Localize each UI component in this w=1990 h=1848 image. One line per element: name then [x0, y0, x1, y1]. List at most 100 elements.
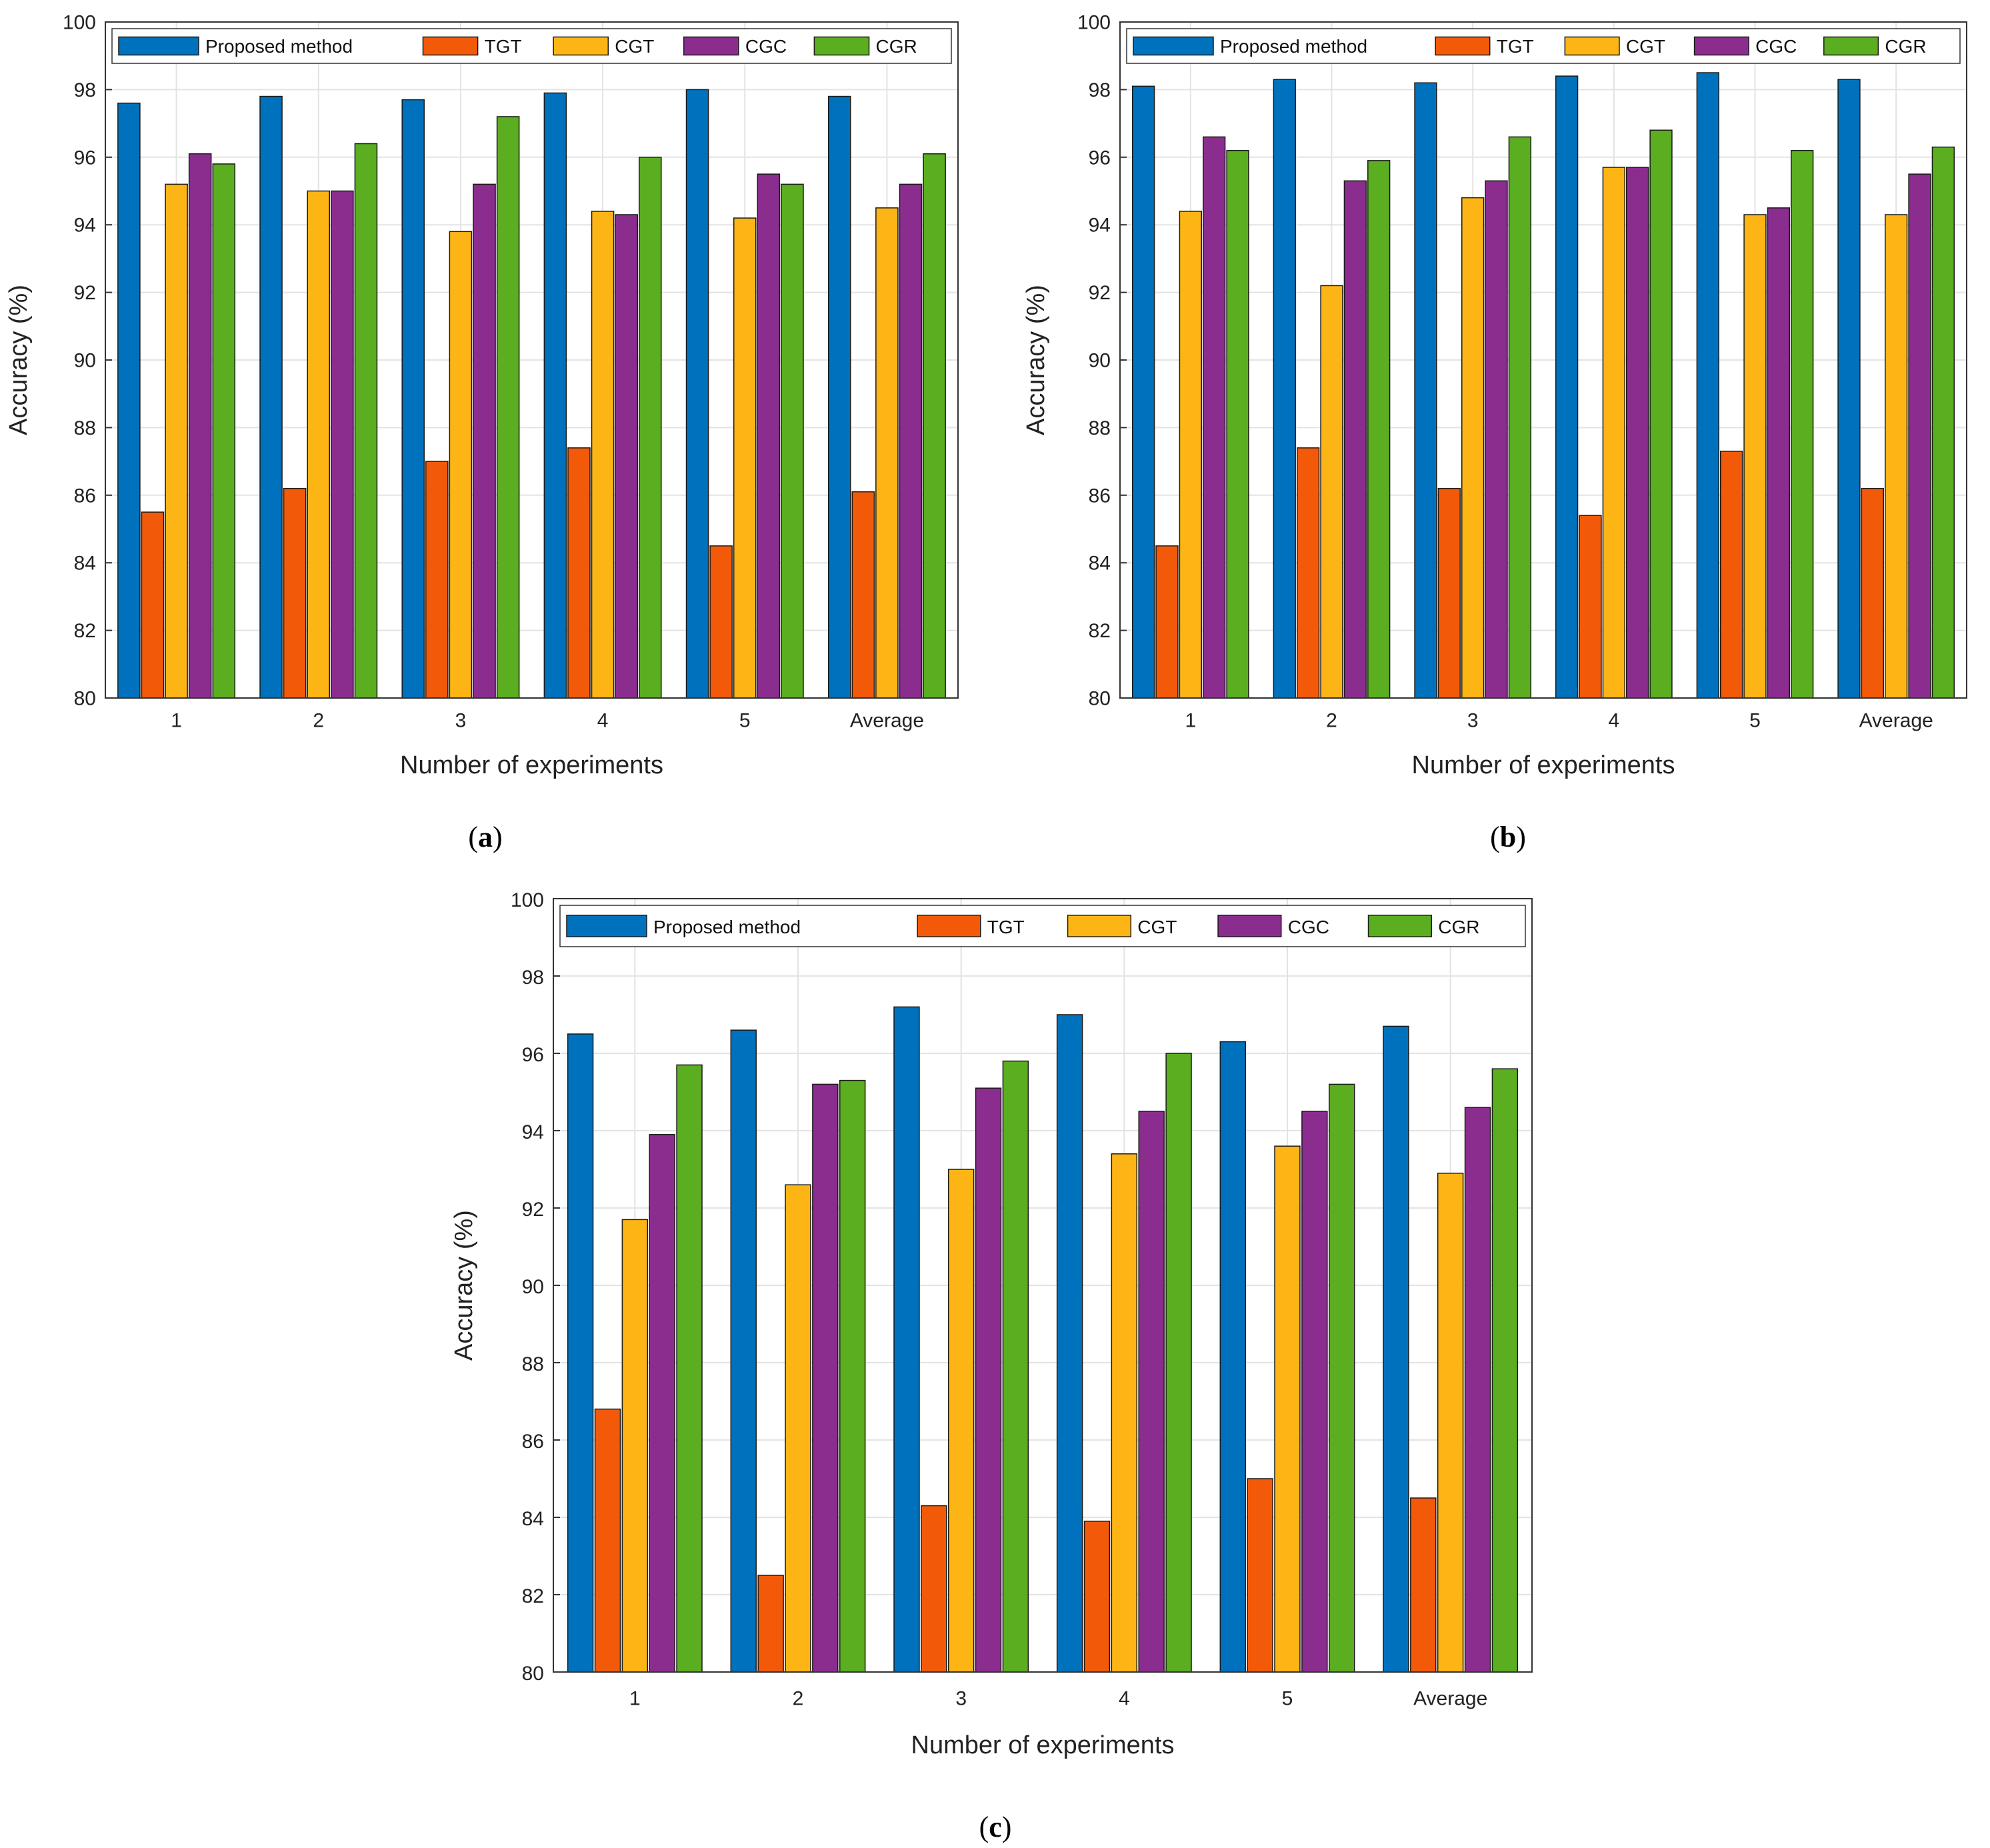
bar-cgr-4 — [639, 157, 662, 699]
y-tick-label: 98 — [1089, 79, 1111, 101]
bar-proposed-method-6 — [1837, 79, 1861, 699]
panel-label-c: (c) — [979, 1811, 1012, 1843]
x-tick-label: 3 — [455, 710, 467, 732]
legend-swatch — [1564, 36, 1620, 56]
y-tick-label: 94 — [522, 1121, 544, 1143]
axes-frame — [553, 898, 1533, 1673]
x-tick-label: 4 — [597, 710, 609, 732]
bar-proposed-method-1 — [1131, 85, 1155, 699]
y-tick-label: 96 — [74, 147, 96, 169]
y-tick-label: 88 — [522, 1353, 544, 1375]
y-tick-label: 90 — [1089, 350, 1111, 372]
bar-cgc-6 — [1464, 1107, 1491, 1673]
bar-cgt-3 — [947, 1169, 975, 1673]
bar-cgt-2 — [785, 1184, 811, 1673]
legend-swatch — [1133, 36, 1214, 56]
bar-tgt-6 — [1861, 487, 1884, 699]
bar-tgt-2 — [1296, 447, 1320, 699]
y-tick-label: 86 — [522, 1431, 544, 1453]
bar-cgr-6 — [1491, 1068, 1519, 1673]
bar-cgr-3 — [1002, 1060, 1029, 1673]
legend-swatch — [1823, 36, 1879, 56]
bar-cgt-3 — [1461, 197, 1485, 699]
bar-cgt-2 — [1320, 285, 1343, 699]
bar-proposed-method-2 — [259, 95, 283, 699]
x-tick-label: 5 — [739, 710, 751, 732]
y-tick-label: 100 — [1077, 12, 1111, 34]
legend-swatch — [917, 915, 981, 937]
y-axis-title: Accuracy (%) — [450, 1210, 478, 1361]
legend-label: CGC — [1755, 36, 1797, 57]
y-tick-label: 90 — [74, 350, 96, 372]
y-tick-label: 92 — [522, 1199, 544, 1221]
bar-proposed-method-3 — [893, 1006, 920, 1673]
bar-cgc-1 — [1203, 136, 1226, 699]
bar-proposed-method-4 — [1056, 1014, 1083, 1673]
bar-cgc-2 — [812, 1083, 839, 1673]
bar-proposed-method-5 — [1696, 72, 1719, 699]
bar-cgt-4 — [1111, 1153, 1138, 1673]
bar-cgc-4 — [615, 214, 638, 699]
bar-cgr-2 — [839, 1079, 866, 1673]
y-tick-label: 82 — [1089, 620, 1111, 642]
y-tick-label: 94 — [74, 215, 96, 237]
bar-cgr-5 — [781, 183, 804, 699]
legend-label: TGT — [987, 917, 1025, 937]
bar-proposed-method-3 — [401, 99, 425, 699]
bar-cgt-1 — [165, 183, 188, 699]
bar-cgr-2 — [1367, 160, 1391, 699]
x-tick-label: 1 — [629, 1687, 641, 1709]
bar-tgt-3 — [425, 461, 449, 699]
x-tick-label: 1 — [171, 710, 182, 732]
x-tick-label: 3 — [1467, 710, 1479, 732]
legend-swatch — [118, 36, 199, 56]
bar-cgr-6 — [923, 153, 946, 699]
y-tick-label: 92 — [1089, 282, 1111, 304]
y-tick-label: 100 — [63, 12, 96, 34]
legend-label: TGT — [485, 36, 522, 57]
bar-cgt-5 — [733, 217, 757, 699]
legend-label: Proposed method — [205, 36, 353, 57]
bar-cgc-4 — [1138, 1111, 1165, 1673]
bar-tgt-4 — [1083, 1521, 1111, 1673]
bar-proposed-method-6 — [827, 95, 851, 699]
y-tick-label: 86 — [1089, 485, 1111, 507]
bar-cgc-5 — [757, 173, 781, 699]
y-tick-label: 80 — [1089, 688, 1111, 710]
x-tick-label: Average — [1859, 710, 1933, 732]
bar-tgt-5 — [1247, 1478, 1273, 1673]
legend-label: CGC — [745, 36, 787, 57]
legend-label: CGR — [876, 36, 917, 57]
legend-swatch — [1217, 915, 1282, 937]
bar-cgr-3 — [1508, 136, 1532, 699]
x-tick-label: Average — [1413, 1687, 1487, 1709]
x-tick-label: 2 — [313, 710, 324, 732]
x-tick-label: 4 — [1608, 710, 1619, 732]
bar-cgc-3 — [975, 1087, 1002, 1673]
bar-cgt-5 — [1743, 214, 1767, 699]
bar-proposed-method-2 — [730, 1029, 757, 1673]
legend-swatch — [566, 915, 647, 937]
y-axis-title: Accuracy (%) — [5, 285, 33, 435]
bar-proposed-method-5 — [1219, 1041, 1246, 1673]
bar-cgc-5 — [1301, 1111, 1328, 1673]
legend-swatch — [1067, 915, 1132, 937]
x-tick-label: 5 — [1749, 710, 1761, 732]
legend-swatch — [1693, 36, 1749, 56]
bar-cgt-3 — [449, 231, 473, 699]
y-tick-label: 82 — [74, 620, 96, 642]
legend-label: TGT — [1497, 36, 1534, 57]
bar-cgc-4 — [1626, 167, 1649, 699]
bar-tgt-4 — [1579, 515, 1602, 699]
bar-proposed-method-1 — [117, 102, 141, 699]
y-tick-label: 98 — [522, 967, 544, 989]
chart-panel-a: 80 82 84 86 88 90 92 94 96 98 100 1 2 3 4 5 Average Propo… — [5, 12, 959, 779]
bar-cgc-5 — [1767, 207, 1791, 699]
x-tick-label: 4 — [1119, 1687, 1130, 1709]
panel-label-b: (b) — [1490, 821, 1526, 853]
bar-cgc-2 — [1343, 180, 1367, 699]
legend-swatch — [422, 36, 479, 56]
bar-tgt-2 — [757, 1575, 784, 1673]
bar-cgc-6 — [899, 183, 923, 699]
y-tick-label: 100 — [511, 889, 544, 911]
